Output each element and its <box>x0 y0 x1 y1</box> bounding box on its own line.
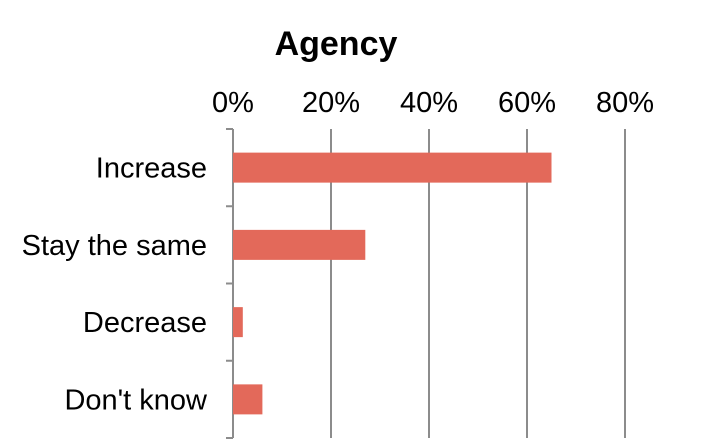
value-axis-ticks: 0% 20% 40% 60% 80% <box>212 87 654 119</box>
x-tick-label: 60% <box>498 87 556 119</box>
x-tick-label: 20% <box>302 87 360 119</box>
x-tick-label: 40% <box>400 87 458 119</box>
bar <box>233 384 263 415</box>
chart-title: Agency <box>275 25 398 63</box>
category-axis <box>226 128 234 439</box>
x-tick-label: 80% <box>596 87 654 119</box>
bar <box>233 152 552 183</box>
bars <box>233 152 552 415</box>
x-tick-label: 0% <box>212 87 254 119</box>
category-labels: Increase Stay the same Decrease Don't know <box>22 153 208 417</box>
category-label: Stay the same <box>22 230 207 262</box>
category-label: Increase <box>96 153 207 185</box>
bar <box>233 229 366 260</box>
bar <box>233 307 243 338</box>
category-label: Don't know <box>64 384 208 416</box>
category-label: Decrease <box>83 307 207 339</box>
